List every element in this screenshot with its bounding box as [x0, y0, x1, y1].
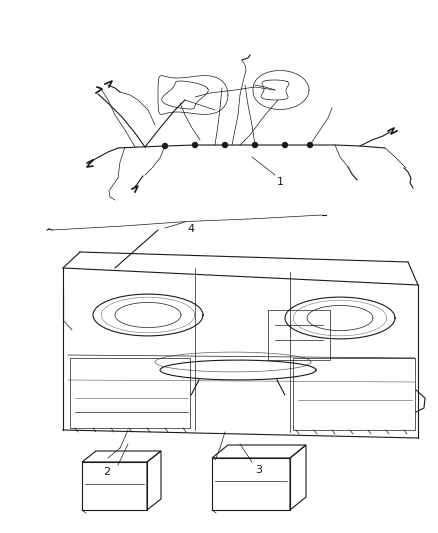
Text: 1: 1: [277, 177, 284, 187]
Circle shape: [192, 142, 198, 148]
Circle shape: [223, 142, 227, 148]
Circle shape: [162, 143, 167, 149]
Text: 2: 2: [103, 467, 110, 477]
Text: 4: 4: [187, 224, 194, 234]
Circle shape: [252, 142, 258, 148]
Circle shape: [283, 142, 287, 148]
Text: 3: 3: [255, 465, 262, 475]
Circle shape: [307, 142, 312, 148]
